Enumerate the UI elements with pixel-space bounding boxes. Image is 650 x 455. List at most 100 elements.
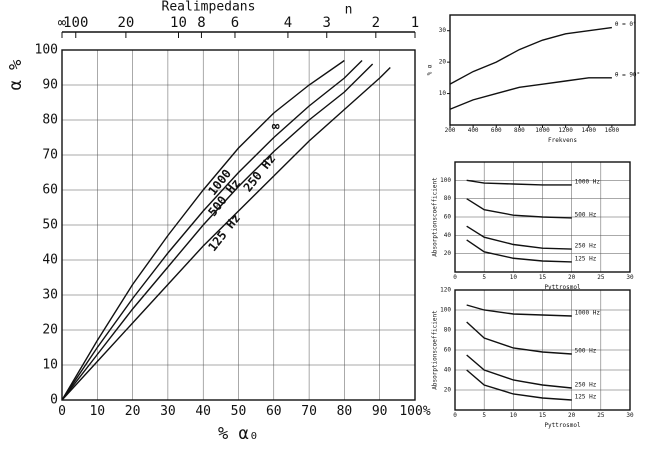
data-line [466, 354, 572, 389]
top-tick-label: 1 [411, 15, 419, 31]
top-tick-label: 6 [231, 15, 239, 31]
data-line [61, 59, 345, 401]
plot-frame [454, 289, 631, 411]
x-tick-label: 20 [568, 412, 576, 419]
top-tick-label: 4 [284, 15, 292, 31]
x-axis-label: Pyttrosmol [544, 422, 581, 429]
y-tick-label: 80 [42, 113, 58, 128]
data-line [466, 369, 572, 401]
series-label: 500 Hz [575, 348, 597, 355]
x-tick-label: 1600 [605, 127, 620, 134]
x-tick-label: 20 [568, 274, 576, 281]
y-tick-label: 100 [35, 43, 58, 58]
plot-frame [61, 49, 416, 401]
x-tick-label: 800 [514, 127, 525, 134]
x-axis-label: Pyttrosmol [544, 284, 581, 291]
series-label: θ = 0° [615, 21, 637, 28]
y-axis-label: Absorptionscoefficient [432, 177, 439, 257]
data-line [466, 225, 572, 250]
x-tick-label: 400 [468, 127, 479, 134]
data-line [466, 198, 572, 219]
data-line [449, 77, 612, 110]
x-tick-label: 0 [58, 404, 66, 419]
y-axis-label: Absorptionscoefficient [432, 310, 439, 390]
x-tick-label: 200 [445, 127, 456, 134]
x-tick-label: 60 [266, 404, 282, 419]
series-label: 125 Hz [575, 255, 597, 262]
x-tick-label: 100% [399, 404, 430, 419]
y-tick-label: 70 [42, 148, 58, 163]
x-tick-label: 5 [482, 274, 486, 281]
x-tick-label: 25 [597, 274, 605, 281]
x-tick-label: 90 [372, 404, 388, 419]
data-line [466, 304, 572, 317]
y-tick-label: 20 [444, 250, 452, 257]
x-axis-label: Frekvens [548, 137, 577, 144]
x-tick-label: 50 [231, 404, 247, 419]
x-tick-label: 1200 [558, 127, 573, 134]
x-tick-label: 30 [626, 274, 634, 281]
series-label: 500 Hz [575, 211, 597, 218]
series-label: 250 Hz [575, 382, 597, 389]
y-tick-label: 10 [42, 358, 58, 373]
y-tick-label: 40 [42, 253, 58, 268]
y-tick-label: 90 [42, 78, 58, 93]
y-tick-label: 100 [440, 177, 451, 184]
x-axis-label: % α₀ [218, 424, 259, 444]
x-tick-label: 70 [301, 404, 317, 419]
x-tick-label: 30 [626, 412, 634, 419]
y-tick-label: 100 [440, 307, 451, 314]
y-tick-label: 80 [444, 195, 452, 202]
annotation: ∞ [272, 120, 280, 135]
x-tick-label: 15 [539, 274, 547, 281]
data-line [61, 60, 363, 401]
top-tick-label: 20 [117, 15, 134, 31]
plot-frame [454, 161, 631, 273]
x-tick-label: 1000 [535, 127, 550, 134]
y-tick-label: 10 [439, 90, 447, 97]
data-line [466, 239, 572, 263]
y-tick-label: 120 [440, 287, 451, 294]
y-tick-label: 40 [444, 232, 452, 239]
x-tick-label: 0 [453, 412, 457, 419]
top-axis-subtitle: n [345, 3, 353, 18]
y-tick-label: 20 [439, 59, 447, 66]
y-tick-label: 20 [42, 323, 58, 338]
data-line [61, 67, 391, 401]
y-tick-label: 40 [444, 367, 452, 374]
y-tick-label: 30 [439, 27, 447, 34]
x-tick-label: 0 [453, 274, 457, 281]
y-axis-label: % α [427, 64, 434, 75]
series-label: 1000 Hz [575, 178, 601, 185]
top-axis-title: Realimpedans [162, 0, 256, 15]
data-line [466, 179, 572, 186]
y-tick-label: 20 [444, 387, 452, 394]
series-label: θ = 90° [615, 71, 640, 78]
x-tick-label: 5 [482, 412, 486, 419]
y-tick-label: 60 [444, 347, 452, 354]
x-tick-label: 25 [597, 412, 605, 419]
series-label: 250 Hz [575, 243, 597, 250]
data-line [61, 63, 374, 401]
x-tick-label: 10 [89, 404, 105, 419]
y-tick-label: 50 [42, 218, 58, 233]
x-tick-label: 10 [510, 274, 518, 281]
top-tick-label: 10 [170, 15, 187, 31]
x-tick-label: 30 [160, 404, 176, 419]
y-tick-label: 60 [444, 214, 452, 221]
x-tick-label: 600 [491, 127, 502, 134]
series-label: 125 Hz [575, 394, 597, 401]
series-label: 1000 Hz [575, 310, 601, 317]
y-tick-label: 60 [42, 183, 58, 198]
top-tick-label: 3 [323, 15, 331, 31]
y-axis-label: α % [6, 60, 26, 91]
top-tick-label: 2 [372, 15, 380, 31]
data-line [449, 26, 612, 85]
plot-frame [449, 14, 636, 126]
y-tick-label: 0 [50, 393, 58, 408]
data-line [466, 321, 572, 355]
x-tick-label: 10 [510, 412, 518, 419]
y-tick-label: 30 [42, 288, 58, 303]
